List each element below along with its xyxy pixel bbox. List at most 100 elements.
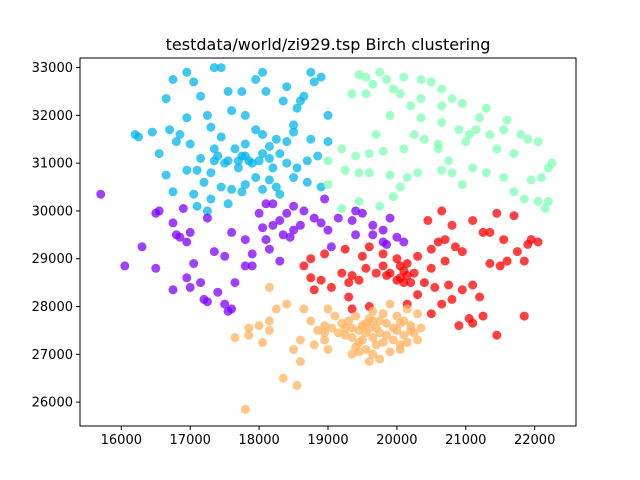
data-point bbox=[402, 259, 412, 268]
data-point bbox=[309, 340, 319, 350]
data-point bbox=[475, 113, 485, 123]
data-point bbox=[368, 79, 378, 89]
data-point bbox=[351, 311, 361, 321]
data-point bbox=[189, 189, 199, 199]
data-point bbox=[385, 299, 395, 309]
data-point bbox=[444, 280, 454, 290]
data-point bbox=[519, 256, 529, 266]
data-point bbox=[402, 304, 412, 314]
data-point bbox=[433, 237, 443, 247]
data-point bbox=[509, 187, 519, 197]
data-point bbox=[120, 261, 130, 271]
data-point bbox=[457, 98, 467, 108]
data-point bbox=[223, 156, 233, 166]
data-point bbox=[295, 357, 305, 366]
data-point bbox=[240, 180, 250, 190]
data-point bbox=[306, 254, 316, 264]
data-point bbox=[168, 218, 178, 228]
y-tick-label: 30000 bbox=[32, 204, 73, 219]
data-point bbox=[320, 328, 330, 338]
data-point bbox=[247, 261, 257, 271]
data-point bbox=[440, 235, 450, 245]
data-point bbox=[533, 196, 543, 206]
points-layer bbox=[96, 63, 557, 414]
data-point bbox=[206, 168, 216, 178]
data-point bbox=[364, 242, 374, 252]
data-point bbox=[357, 208, 367, 218]
data-point bbox=[485, 130, 495, 139]
data-point bbox=[230, 278, 240, 288]
data-point bbox=[385, 268, 395, 278]
data-point bbox=[468, 163, 478, 173]
data-point bbox=[378, 337, 388, 347]
data-point bbox=[437, 84, 447, 94]
data-point bbox=[264, 175, 274, 185]
data-point bbox=[351, 206, 361, 216]
data-point bbox=[409, 130, 419, 139]
data-point bbox=[461, 137, 471, 147]
y-tick-label: 33000 bbox=[32, 61, 73, 76]
data-point bbox=[323, 304, 333, 314]
data-point bbox=[223, 87, 233, 96]
data-point bbox=[261, 87, 271, 96]
data-point bbox=[230, 144, 240, 154]
data-point bbox=[354, 70, 364, 80]
data-point bbox=[268, 199, 278, 209]
data-point bbox=[440, 256, 450, 266]
data-point bbox=[426, 263, 436, 273]
data-point bbox=[354, 347, 364, 357]
data-point bbox=[344, 278, 354, 288]
data-point bbox=[165, 125, 175, 135]
data-point bbox=[406, 325, 416, 335]
data-point bbox=[509, 149, 519, 159]
data-point bbox=[499, 235, 509, 245]
data-point bbox=[275, 216, 285, 225]
data-point bbox=[227, 184, 237, 194]
data-point bbox=[468, 216, 478, 225]
data-point bbox=[519, 194, 529, 204]
data-point bbox=[185, 282, 195, 292]
data-point bbox=[547, 158, 557, 168]
data-point bbox=[340, 323, 350, 333]
data-point bbox=[326, 242, 336, 252]
data-point bbox=[447, 168, 457, 178]
data-point bbox=[323, 137, 333, 147]
data-point bbox=[292, 103, 302, 113]
data-point bbox=[258, 67, 268, 77]
data-point bbox=[468, 318, 478, 328]
data-point bbox=[175, 130, 185, 139]
data-point bbox=[478, 227, 488, 237]
data-point bbox=[258, 337, 268, 347]
data-point bbox=[347, 304, 357, 314]
data-point bbox=[320, 194, 330, 204]
data-point bbox=[468, 280, 478, 290]
data-point bbox=[357, 251, 367, 261]
data-point bbox=[213, 287, 223, 297]
data-point bbox=[499, 125, 509, 135]
data-point bbox=[240, 261, 250, 271]
data-point bbox=[457, 247, 467, 257]
data-point bbox=[320, 249, 330, 259]
data-point bbox=[261, 199, 271, 209]
data-point bbox=[244, 330, 254, 340]
data-point bbox=[168, 187, 178, 197]
data-point bbox=[344, 316, 354, 326]
data-point bbox=[258, 184, 268, 194]
data-point bbox=[240, 151, 250, 161]
data-point bbox=[189, 259, 199, 268]
data-point bbox=[254, 156, 264, 166]
data-point bbox=[340, 244, 350, 254]
data-point bbox=[375, 316, 385, 326]
data-point bbox=[423, 216, 433, 225]
data-point bbox=[382, 75, 392, 84]
data-point bbox=[361, 72, 371, 82]
data-point bbox=[516, 130, 526, 139]
data-point bbox=[227, 227, 237, 237]
data-point bbox=[326, 323, 336, 333]
data-point bbox=[247, 249, 257, 259]
data-point bbox=[385, 170, 395, 180]
data-point bbox=[340, 165, 350, 175]
data-point bbox=[382, 330, 392, 340]
data-point bbox=[337, 144, 347, 154]
